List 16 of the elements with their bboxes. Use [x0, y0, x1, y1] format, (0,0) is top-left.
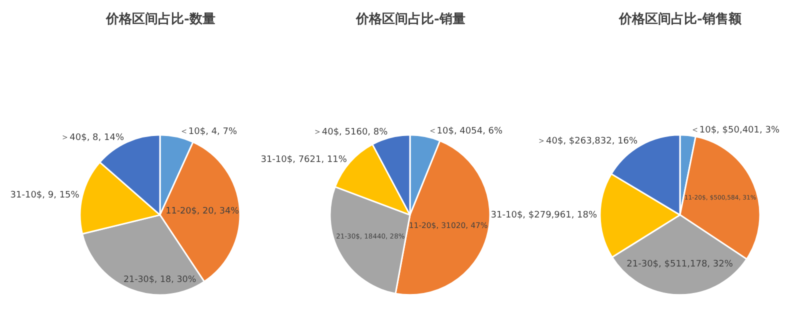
chart-title: 价格区间占比-销量	[355, 12, 466, 27]
slice-label: 21-30$, $511,178, 32%	[626, 260, 734, 270]
slice-label: 21-30$, 18, 30%	[123, 275, 196, 286]
slice-label: ＞40$, 8, 14%	[60, 132, 124, 143]
slice-label: ＞40$, $263,832, 16%	[537, 136, 638, 147]
slice-label: 31-10$, 9, 15%	[10, 190, 80, 201]
slice-label: 11-20$, 20, 34%	[166, 206, 240, 216]
chart-title: 价格区间占比-销售额	[618, 11, 742, 27]
slice-label: 31-10$, $279,961, 18%	[490, 210, 598, 221]
slice-label: 11-20$, 31020, 47%	[408, 220, 488, 230]
slice-label: 31-10$, 7621, 11%	[260, 154, 348, 165]
chart-title: 价格区间占比-数量	[105, 12, 216, 27]
slice-label: ＞40$, 5160, 8%	[312, 128, 388, 138]
slice-label: ＜10$, $50,401, 3%	[690, 125, 780, 136]
slice-label: ＜10$, 4, 7%	[179, 126, 238, 137]
slice-label: ＜10$, 4054, 6%	[428, 126, 504, 137]
